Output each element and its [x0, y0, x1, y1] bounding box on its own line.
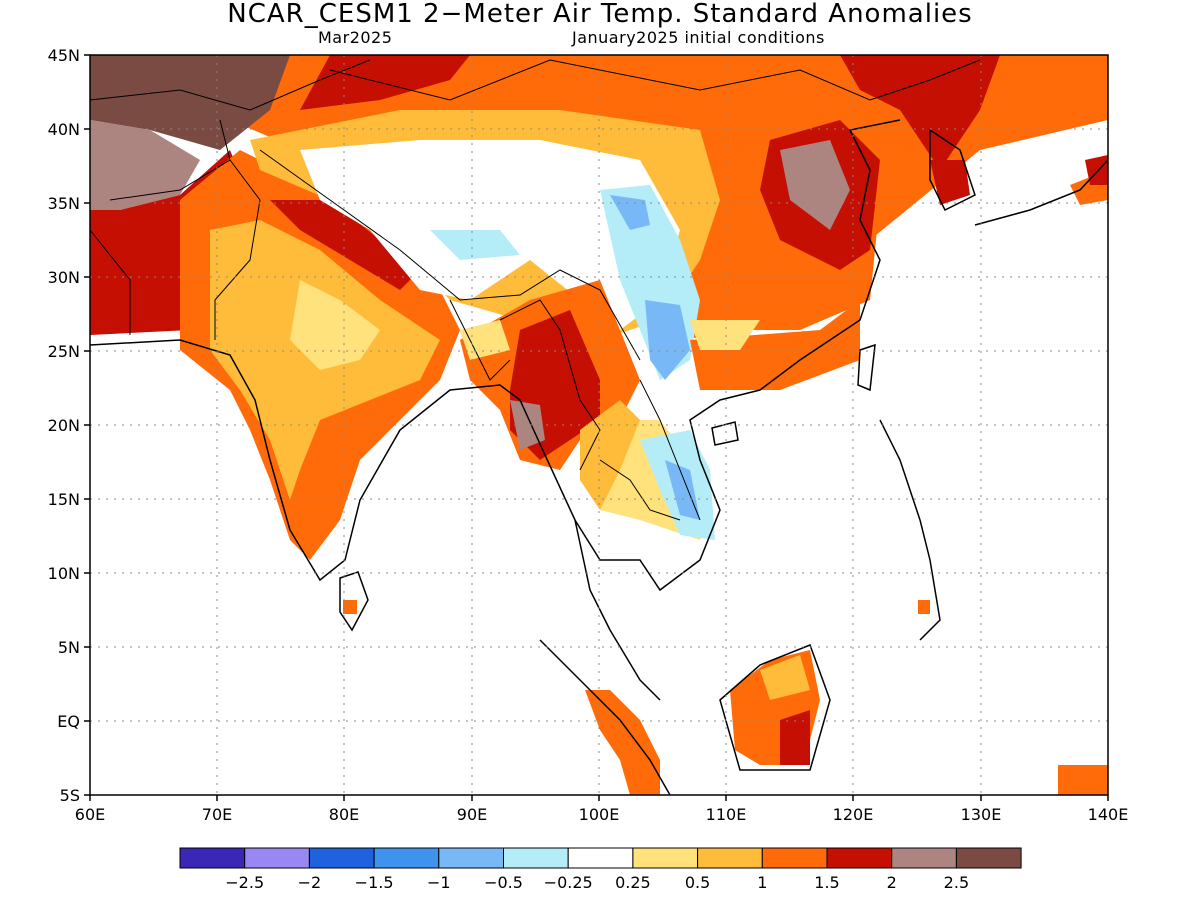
colorbar-label: 1 — [757, 873, 767, 892]
coastline-korea — [929, 128, 976, 212]
tick-marks — [84, 54, 1109, 801]
border-myanmar — [499, 299, 601, 471]
colorbar: −2.5 −2 −1.5 −1 −0.5 −0.25 0.25 0.5 1 1.5 2 2.5 — [179, 847, 1022, 892]
colorbar-swatch — [955, 847, 1022, 869]
lon-tick-labels: 60E 70E 80E 90E 100E 110E 120E 130E 140E — [75, 805, 1129, 824]
coastline-borneo — [719, 644, 831, 771]
lat-label: 20N — [48, 416, 80, 435]
lat-label: 45N — [48, 46, 80, 65]
colorbar-swatch — [503, 847, 569, 869]
forecast-month: Mar2025 — [318, 28, 393, 47]
chart-title: NCAR_CESM1 2−Meter Air Temp. Standard An… — [227, 0, 973, 29]
country-borders — [90, 59, 981, 521]
border-mongolia — [329, 59, 981, 101]
lat-label: EQ — [57, 712, 80, 731]
lon-label: 130E — [961, 805, 1002, 824]
initial-conditions-label: January2025 initial conditions — [572, 28, 825, 47]
region-borneo-red — [780, 710, 810, 765]
lat-label: 5N — [58, 638, 80, 657]
lon-label: 100E — [579, 805, 620, 824]
region-eastern-china-brown — [780, 140, 850, 230]
colorbar-swatch — [632, 847, 699, 869]
lon-label: 140E — [1088, 805, 1129, 824]
lat-label: 25N — [48, 342, 80, 361]
lat-label: 5S — [60, 786, 80, 805]
lon-label: 70E — [202, 805, 232, 824]
colorbar-label: −2 — [298, 873, 322, 892]
lon-label: 120E — [833, 805, 874, 824]
colorbar-label: −0.5 — [484, 873, 523, 892]
region-central-asia — [90, 55, 290, 150]
colorbar-swatch — [826, 847, 893, 869]
lat-label: 30N — [48, 268, 80, 287]
colorbar-label: −2.5 — [225, 873, 264, 892]
region-tibet-light-blue-2 — [430, 230, 520, 260]
region-south-china-yellow — [690, 320, 760, 350]
lon-label: 90E — [457, 805, 487, 824]
border-afghan — [109, 119, 231, 201]
coastline-india — [90, 339, 546, 582]
gridlines — [90, 55, 1108, 795]
colorbar-label: −1 — [427, 873, 451, 892]
lon-label: 60E — [75, 805, 105, 824]
coastline-philippines — [879, 419, 941, 641]
region-indochina-orange — [580, 400, 640, 510]
coastline-malay-peninsula — [574, 519, 661, 701]
anomaly-fill-layer — [90, 55, 1108, 795]
coastline-japan — [974, 159, 1108, 226]
colorbar-swatch — [567, 847, 634, 869]
region-new-guinea — [1058, 765, 1108, 795]
coastline-taiwan — [857, 343, 876, 392]
region-sri-lanka — [343, 600, 357, 614]
colorbar-label: 1.5 — [814, 873, 839, 892]
region-south-china — [690, 300, 860, 390]
border-pakistan-india — [214, 159, 261, 340]
region-borneo-yellow — [760, 655, 810, 700]
colorbar-label: −0.25 — [544, 873, 593, 892]
region-himalaya-red — [270, 200, 420, 290]
colorbar-label: 2 — [887, 873, 897, 892]
region-tibet-blue — [610, 195, 650, 230]
coastline-sumatra — [539, 639, 671, 795]
colorbar-swatch — [761, 847, 828, 869]
lon-label: 110E — [706, 805, 747, 824]
lat-label: 35N — [48, 194, 80, 213]
colorbar-swatch — [438, 847, 504, 869]
colorbar-label: 0.25 — [615, 873, 651, 892]
coastline-hainan — [711, 421, 739, 446]
lat-tick-labels: 45N 40N 35N 30N 25N 20N 15N 10N 5N EQ 5S — [48, 46, 80, 805]
region-tibet-blue-2 — [645, 300, 690, 380]
lat-label: 40N — [48, 120, 80, 139]
border-central-asia — [90, 59, 371, 111]
colorbar-swatch — [244, 847, 310, 869]
colorbar-swatch — [308, 847, 375, 869]
region-india-yellow — [290, 280, 380, 370]
lat-label: 15N — [48, 490, 80, 509]
colorbar-label: 0.5 — [685, 873, 710, 892]
region-indochina-blue — [665, 460, 700, 520]
border-china-south — [259, 149, 641, 361]
border-iran — [90, 229, 131, 335]
colorbar-label: −1.5 — [355, 873, 394, 892]
region-far-north-red — [300, 55, 470, 110]
colorbar-swatch — [891, 847, 957, 869]
region-korea — [930, 160, 970, 205]
lat-label: 10N — [48, 564, 80, 583]
region-central-asia-light — [90, 120, 200, 210]
colorbar-label: 2.5 — [944, 873, 969, 892]
region-northeast-red — [840, 55, 1000, 170]
lon-label: 80E — [329, 805, 359, 824]
region-philippines — [918, 600, 930, 614]
border-thailand-cambodia — [599, 459, 681, 521]
colorbar-swatch — [697, 847, 763, 869]
colorbar-swatch — [373, 847, 440, 869]
border-bangladesh — [449, 299, 511, 381]
region-sumatra — [585, 690, 660, 795]
region-bengal-yellow — [460, 320, 510, 360]
coastline-indochina — [544, 119, 901, 592]
border-laos-vietnam — [639, 379, 701, 521]
coastlines — [90, 119, 1108, 795]
colorbar-swatch — [179, 847, 246, 869]
